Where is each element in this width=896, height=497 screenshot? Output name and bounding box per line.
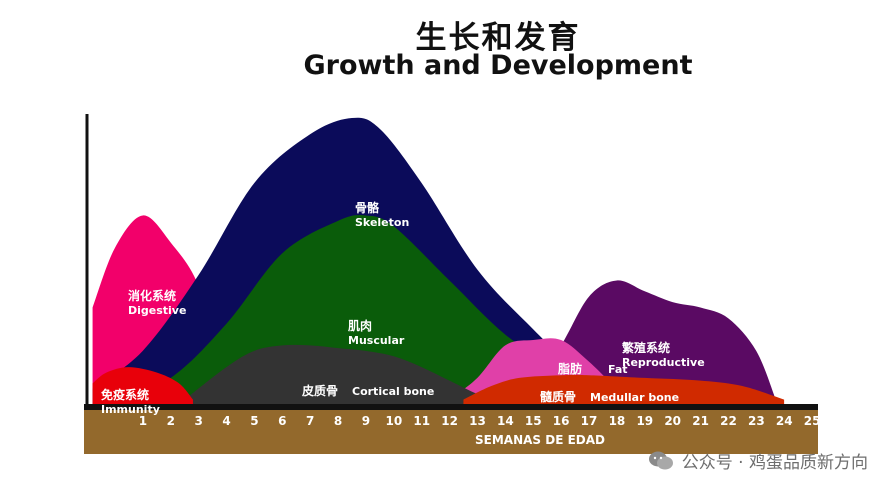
series-label-digestive: Digestive bbox=[128, 304, 186, 317]
x-tick-label: 6 bbox=[278, 414, 286, 428]
x-tick-label: 9 bbox=[362, 414, 370, 428]
x-tick-label: 14 bbox=[497, 414, 514, 428]
x-tick-label: 1 bbox=[139, 414, 147, 428]
x-tick-label: 7 bbox=[306, 414, 314, 428]
series-label-zh-cortical-bone: 皮质骨 bbox=[301, 383, 338, 398]
area-muscular bbox=[114, 215, 589, 405]
x-tick-label: 18 bbox=[609, 414, 626, 428]
x-tick-label: 5 bbox=[250, 414, 258, 428]
x-tick-label: 19 bbox=[636, 414, 653, 428]
watermark: 公众号 · 鸡蛋品质新方向 bbox=[648, 448, 868, 473]
series-label-zh-medullar-bone: 髓质骨 bbox=[540, 389, 576, 404]
x-tick-label: 25 bbox=[804, 414, 821, 428]
x-tick-label: 23 bbox=[748, 414, 765, 428]
x-tick-label: 3 bbox=[194, 414, 202, 428]
chart-title-zh: 生长和发育 bbox=[415, 20, 581, 56]
x-axis-line bbox=[84, 404, 818, 410]
x-tick-label: 13 bbox=[469, 414, 486, 428]
series-label-skeleton: Skeleton bbox=[355, 216, 409, 229]
watermark-text: 公众号 · 鸡蛋品质新方向 bbox=[681, 453, 868, 473]
x-tick-label: 20 bbox=[664, 414, 681, 428]
x-tick-label: 4 bbox=[222, 414, 230, 428]
x-tick-label: 22 bbox=[720, 414, 737, 428]
area-medullar-bone bbox=[463, 374, 785, 405]
wechat-icon bbox=[648, 451, 673, 469]
series-label-zh-digestive: 消化系统 bbox=[128, 288, 176, 303]
x-tick-label: 10 bbox=[385, 414, 402, 428]
series-label-zh-fat: 脂肪 bbox=[557, 361, 582, 376]
x-tick-label: 2 bbox=[167, 414, 175, 428]
series-label-immunity: Immunity bbox=[101, 403, 160, 416]
x-axis-label: SEMANAS DE EDAD bbox=[475, 433, 605, 447]
x-tick-label: 12 bbox=[441, 414, 458, 428]
series-label-zh-immunity: 免疫系统 bbox=[101, 387, 149, 402]
series-label-muscular: Muscular bbox=[348, 334, 405, 347]
x-tick-label: 11 bbox=[413, 414, 430, 428]
chart-title: Growth and Development bbox=[303, 50, 693, 81]
series-label-zh-skeleton: 骨骼 bbox=[355, 200, 380, 215]
series-label-zh-reproductive: 繁殖系统 bbox=[622, 340, 670, 355]
series-label-cortical-bone: Cortical bone bbox=[352, 385, 434, 398]
x-tick-label: 16 bbox=[553, 414, 570, 428]
series-label-medullar-bone: Medullar bone bbox=[590, 391, 679, 404]
x-tick-label: 24 bbox=[776, 414, 793, 428]
x-axis-band bbox=[84, 405, 818, 454]
area-immunity bbox=[92, 367, 193, 405]
series-label-zh-muscular: 肌肉 bbox=[347, 318, 372, 333]
series-label-reproductive: Reproductive bbox=[622, 356, 705, 369]
x-tick-label: 21 bbox=[692, 414, 709, 428]
area-cortical-bone bbox=[184, 344, 492, 405]
series-label-fat: Fat bbox=[608, 363, 628, 376]
x-tick-label: 8 bbox=[334, 414, 342, 428]
x-tick-label: 15 bbox=[525, 414, 542, 428]
x-tick-label: 17 bbox=[581, 414, 598, 428]
